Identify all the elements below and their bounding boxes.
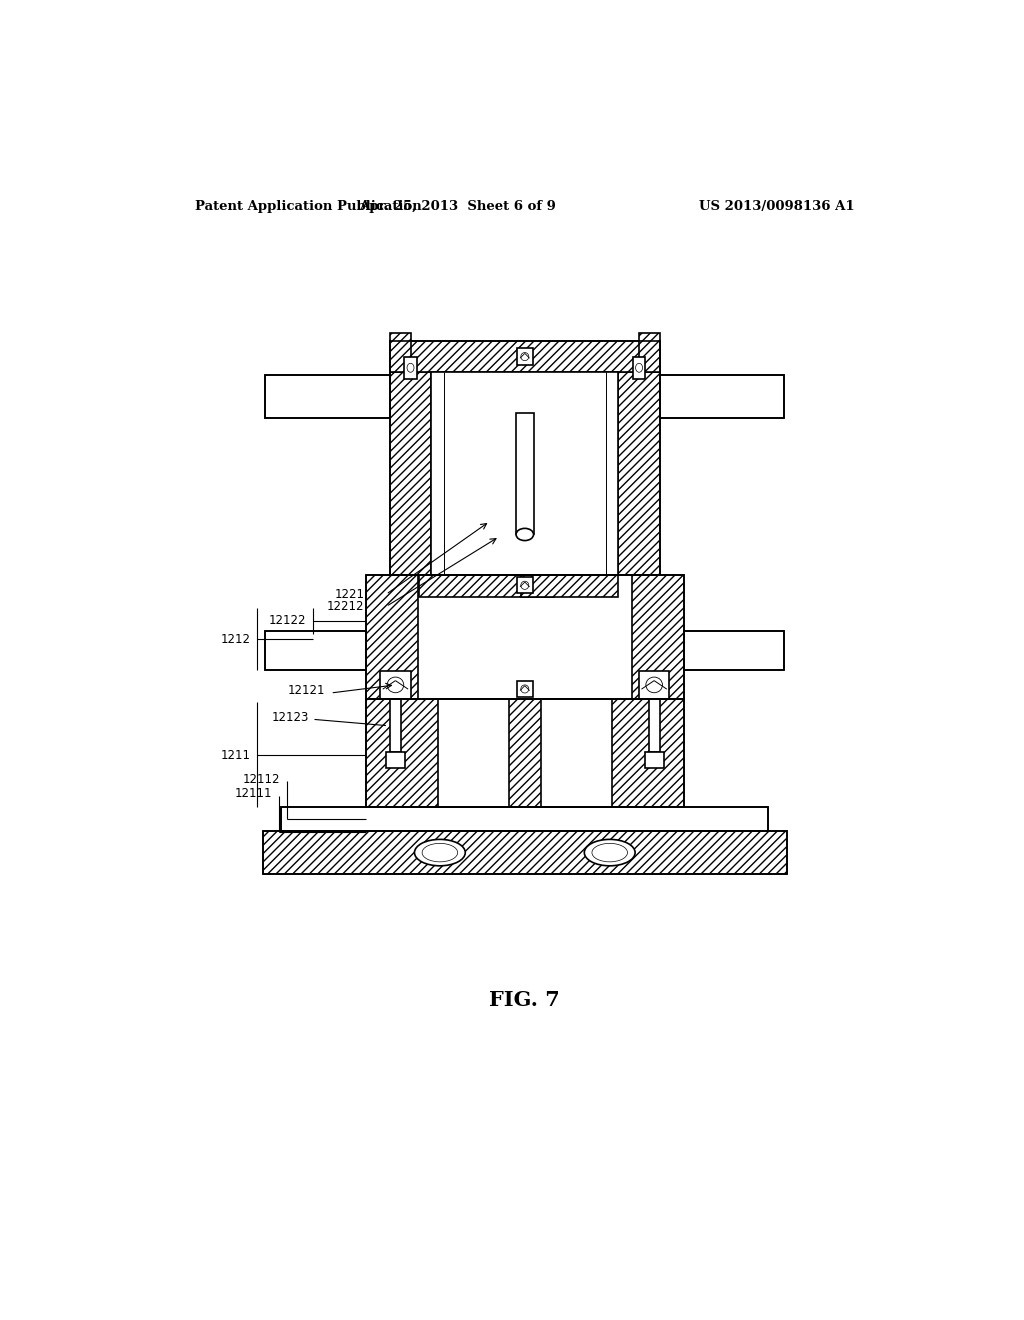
Bar (390, 333, 411, 372)
Text: 1212: 1212 (221, 632, 251, 645)
Text: Apr. 25, 2013  Sheet 6 of 9: Apr. 25, 2013 Sheet 6 of 9 (358, 199, 556, 213)
Ellipse shape (415, 840, 465, 866)
Bar (265, 631, 367, 669)
Text: Patent Application Publication: Patent Application Publication (196, 199, 422, 213)
Bar (386, 752, 404, 768)
Text: 1221: 1221 (335, 587, 365, 601)
Bar (516, 413, 534, 535)
Bar (367, 576, 684, 700)
Bar (639, 333, 659, 372)
Ellipse shape (521, 581, 528, 589)
Bar (367, 576, 684, 700)
Text: 12122: 12122 (269, 614, 306, 627)
Ellipse shape (407, 363, 414, 372)
Text: 12212: 12212 (327, 601, 365, 612)
Bar (639, 671, 670, 700)
Bar (282, 807, 768, 832)
Bar (404, 356, 417, 379)
Ellipse shape (387, 677, 403, 693)
Ellipse shape (521, 685, 528, 693)
Bar (419, 576, 554, 598)
Ellipse shape (592, 843, 628, 862)
Ellipse shape (646, 677, 663, 693)
Ellipse shape (636, 363, 643, 372)
Text: 12112: 12112 (243, 774, 281, 785)
Bar (390, 342, 659, 576)
Bar (265, 375, 390, 417)
Text: US 2013/0098136 A1: US 2013/0098136 A1 (698, 199, 854, 213)
Bar (367, 700, 684, 807)
Text: 12123: 12123 (271, 711, 309, 723)
Bar (265, 375, 390, 417)
Bar (265, 631, 367, 669)
Bar (684, 631, 784, 669)
Text: 1211: 1211 (221, 748, 251, 762)
Bar (263, 832, 786, 874)
Bar (437, 700, 509, 807)
Bar (263, 832, 786, 874)
Bar (659, 375, 784, 417)
Bar (520, 576, 618, 598)
Bar (282, 807, 768, 832)
Bar (380, 671, 411, 700)
Ellipse shape (516, 528, 534, 541)
Bar (390, 700, 401, 752)
Ellipse shape (422, 843, 458, 862)
Bar (645, 752, 664, 768)
Ellipse shape (585, 840, 635, 866)
Ellipse shape (521, 352, 528, 360)
Bar (431, 372, 618, 576)
Bar (541, 700, 612, 807)
Bar (367, 700, 684, 807)
Bar (517, 681, 532, 697)
Text: 12111: 12111 (234, 787, 272, 800)
Bar (418, 576, 632, 700)
Bar (633, 356, 645, 379)
Text: FIG. 7: FIG. 7 (489, 990, 560, 1010)
Bar (659, 375, 784, 417)
Bar (684, 631, 784, 669)
Bar (648, 700, 659, 752)
Bar (517, 577, 532, 594)
Text: 12121: 12121 (288, 685, 325, 697)
Bar (390, 342, 659, 372)
Bar (517, 348, 532, 364)
Bar (618, 372, 659, 576)
Bar (390, 372, 431, 576)
